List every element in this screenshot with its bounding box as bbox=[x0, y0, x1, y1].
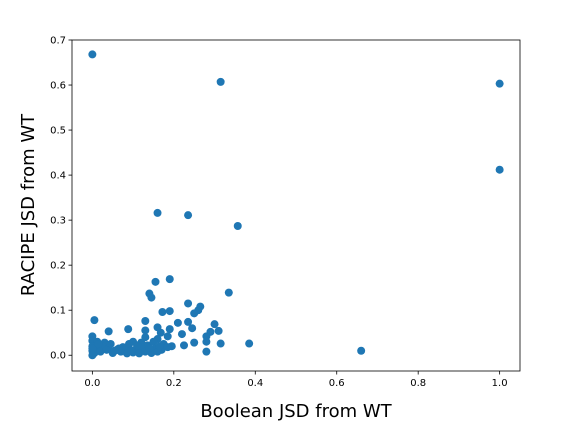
x-tick-label: 1.0 bbox=[492, 378, 508, 389]
data-point bbox=[210, 320, 219, 329]
y-tick-label: 0.7 bbox=[50, 36, 66, 47]
data-point bbox=[216, 77, 225, 86]
data-point bbox=[184, 317, 193, 326]
data-point bbox=[124, 325, 133, 334]
y-axis-ticks: 0.0 0.1 0.2 0.3 0.4 0.5 0.6 0.7 bbox=[50, 36, 72, 362]
data-point bbox=[233, 221, 242, 230]
data-point bbox=[102, 345, 111, 354]
data-point bbox=[94, 339, 103, 348]
data-point bbox=[88, 344, 97, 353]
data-point bbox=[245, 339, 254, 348]
plot-area bbox=[71, 39, 521, 372]
y-tick-label: 0.1 bbox=[50, 306, 66, 317]
y-tick-label: 0.6 bbox=[50, 81, 66, 92]
x-axis-label: Boolean JSD from WT bbox=[200, 401, 392, 422]
data-point bbox=[104, 327, 113, 336]
data-point bbox=[90, 316, 99, 325]
data-point bbox=[156, 328, 165, 337]
data-point bbox=[190, 309, 199, 318]
data-point bbox=[180, 341, 188, 350]
data-point bbox=[202, 347, 211, 356]
data-point bbox=[155, 342, 164, 351]
data-point bbox=[88, 50, 97, 59]
data-point bbox=[177, 330, 186, 339]
y-tick-label: 0.2 bbox=[50, 261, 66, 272]
data-point bbox=[88, 351, 97, 360]
data-point bbox=[357, 346, 366, 355]
x-axis-ticks: 0.0 0.2 0.4 0.6 0.8 1.0 bbox=[84, 371, 508, 389]
data-point bbox=[141, 326, 150, 335]
y-axis-label: RACIPE JSD from WT bbox=[18, 113, 39, 296]
data-point bbox=[184, 211, 193, 220]
x-tick-label: 0.0 bbox=[84, 378, 100, 389]
y-tick-label: 0.4 bbox=[50, 171, 66, 182]
data-point bbox=[133, 341, 142, 350]
x-tick-label: 0.8 bbox=[410, 378, 426, 389]
data-point bbox=[214, 326, 223, 335]
data-point bbox=[190, 338, 199, 347]
data-point bbox=[127, 346, 136, 355]
data-point bbox=[165, 325, 174, 334]
data-point bbox=[202, 337, 211, 346]
data-point bbox=[224, 288, 233, 297]
data-point bbox=[165, 275, 174, 284]
data-point bbox=[163, 343, 172, 352]
x-tick-label: 0.6 bbox=[329, 378, 345, 389]
data-points bbox=[88, 50, 504, 360]
data-point bbox=[135, 349, 144, 358]
data-point bbox=[110, 346, 119, 355]
y-tick-label: 0.3 bbox=[50, 216, 66, 227]
data-point bbox=[495, 79, 504, 88]
data-point bbox=[141, 317, 150, 326]
data-point bbox=[153, 208, 162, 217]
data-point bbox=[184, 299, 193, 308]
data-point bbox=[165, 307, 174, 316]
data-point bbox=[151, 277, 160, 286]
data-point bbox=[149, 337, 158, 346]
x-tick-label: 0.2 bbox=[166, 378, 182, 389]
data-point bbox=[147, 293, 156, 302]
data-point bbox=[163, 332, 172, 341]
y-tick-label: 0.5 bbox=[50, 126, 66, 137]
y-tick-label: 0.0 bbox=[50, 351, 66, 362]
data-point bbox=[495, 165, 504, 174]
data-point bbox=[145, 344, 154, 353]
data-point bbox=[216, 339, 225, 348]
data-point bbox=[96, 347, 105, 356]
data-point bbox=[173, 318, 182, 327]
data-point bbox=[158, 308, 167, 317]
data-point bbox=[188, 324, 197, 333]
x-tick-label: 0.4 bbox=[247, 378, 263, 389]
